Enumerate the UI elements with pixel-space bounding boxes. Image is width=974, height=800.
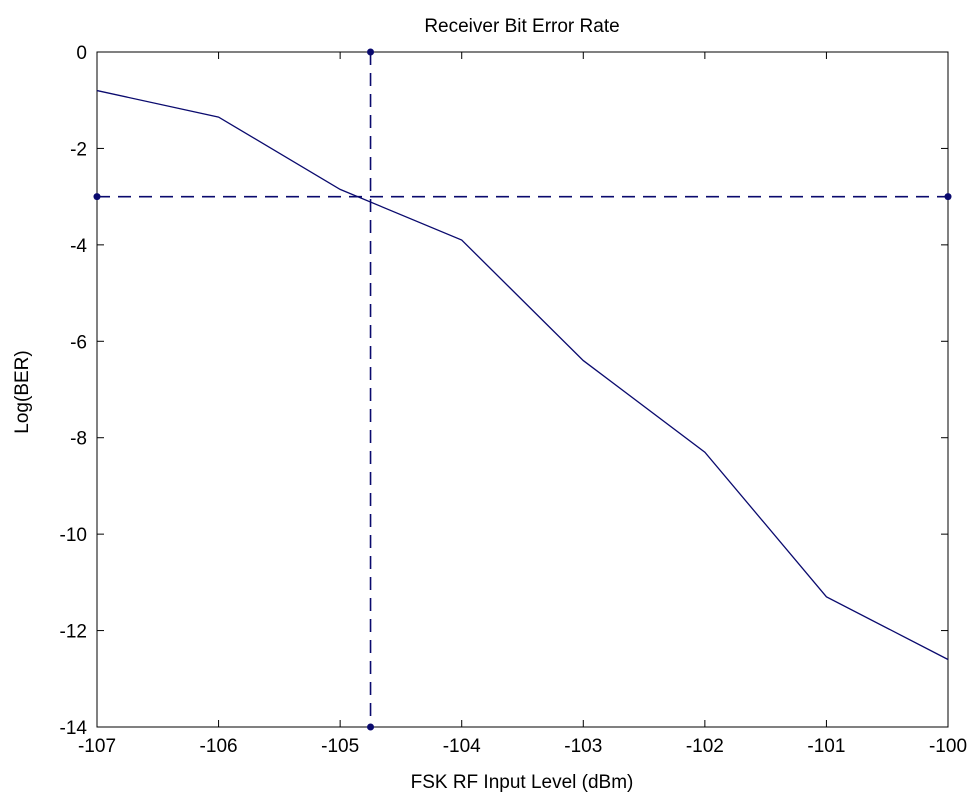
y-tick-label: -10 bbox=[60, 525, 87, 546]
x-tick-label: -107 bbox=[78, 736, 116, 757]
x-tick-label: -101 bbox=[807, 736, 845, 757]
series-line bbox=[96, 89, 949, 661]
y-tick-label: -8 bbox=[70, 429, 87, 450]
y-axis-label: Log(BER) bbox=[12, 350, 33, 433]
y-tick-label: -2 bbox=[70, 139, 87, 160]
plot-frame bbox=[96, 51, 949, 728]
chart-title: Receiver Bit Error Rate bbox=[424, 16, 619, 37]
x-tick-label: -102 bbox=[686, 736, 724, 757]
y-tick-label: -4 bbox=[70, 236, 87, 257]
x-tick-label: -106 bbox=[200, 736, 238, 757]
y-tick-label: 0 bbox=[76, 43, 87, 64]
y-tick-label: -14 bbox=[60, 718, 88, 739]
y-tick-label: -6 bbox=[70, 332, 87, 353]
reference-line-marker bbox=[93, 193, 101, 201]
reference-line-marker bbox=[944, 193, 952, 201]
reference-line-marker bbox=[367, 723, 375, 731]
x-tick-label: -100 bbox=[929, 736, 967, 757]
y-tick-label: -12 bbox=[60, 622, 87, 643]
reference-line-marker bbox=[367, 48, 375, 56]
x-tick-label: -105 bbox=[321, 736, 359, 757]
x-axis-label: FSK RF Input Level (dBm) bbox=[411, 772, 634, 793]
x-tick-label: -103 bbox=[564, 736, 602, 757]
x-tick-label: -104 bbox=[443, 736, 481, 757]
